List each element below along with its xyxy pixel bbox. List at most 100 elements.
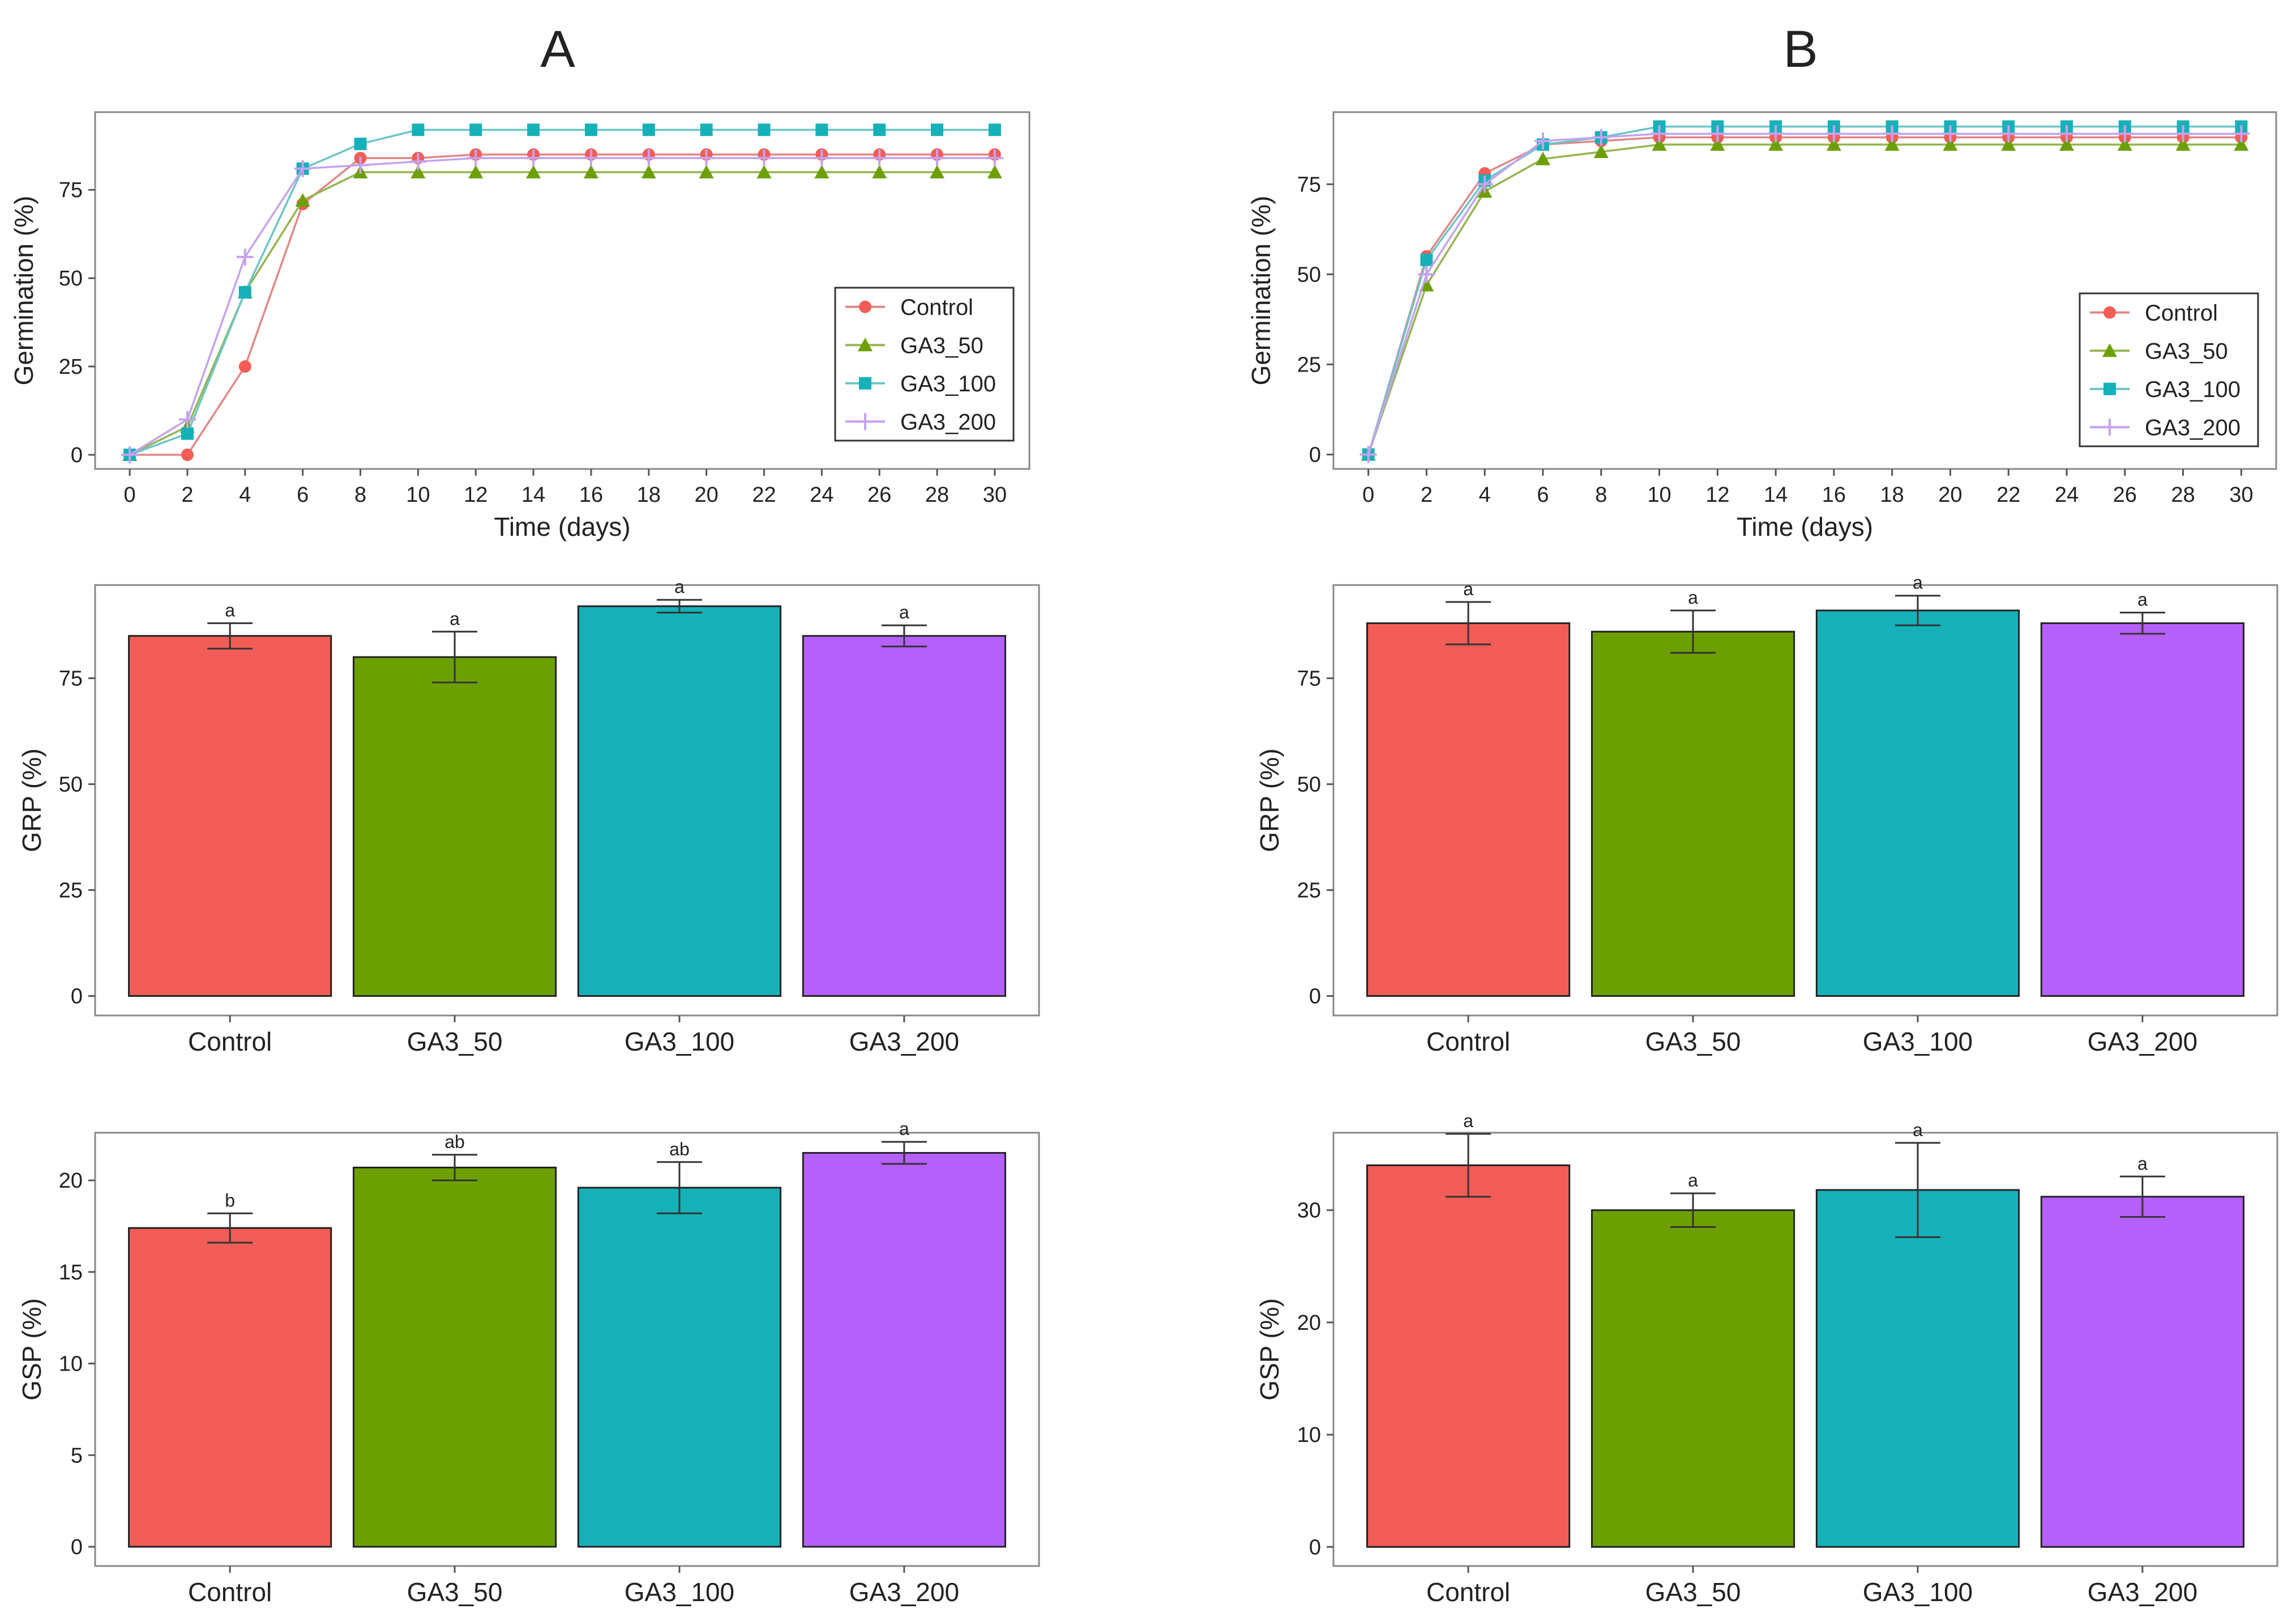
y-tick-label: 10 <box>59 1352 83 1376</box>
x-tick-label: 10 <box>1647 483 1671 507</box>
bar <box>128 1227 332 1548</box>
error-bar <box>656 1161 702 1214</box>
bar <box>352 656 557 997</box>
data-point <box>756 165 772 179</box>
bar <box>802 1152 1006 1548</box>
y-tick-label: 25 <box>59 879 83 903</box>
error-bar <box>1670 609 1716 654</box>
significance-label: a <box>2137 1153 2148 1174</box>
y-axis-title: GRP (%) <box>17 748 46 852</box>
legend-label: GA3_50 <box>900 333 984 358</box>
data-point <box>873 123 886 136</box>
bar <box>577 1187 782 1548</box>
x-tick-label: GA3_100 <box>1863 1027 1973 1056</box>
data-point <box>931 123 944 136</box>
data-point <box>1592 129 1610 146</box>
y-tick-label: 75 <box>1297 667 1321 691</box>
legend-key-marker <box>2103 306 2116 319</box>
error-bar <box>881 1141 927 1165</box>
x-tick-label: GA3_200 <box>2088 1027 2197 1056</box>
x-tick-label: 10 <box>406 483 430 507</box>
data-point <box>468 165 484 179</box>
y-axis-title: GSP (%) <box>17 1298 46 1401</box>
series-line <box>130 153 995 456</box>
significance-label: a <box>899 1119 909 1139</box>
x-tick-label: 0 <box>124 483 136 507</box>
series-line <box>129 171 995 456</box>
data-point <box>1420 253 1433 266</box>
bar <box>1815 609 2020 997</box>
x-tick-label: GA3_50 <box>407 1027 503 1056</box>
legend-key-marker <box>858 338 873 352</box>
y-tick-label: 75 <box>1297 173 1321 197</box>
panel-title-b: B <box>1783 20 1818 78</box>
data-point <box>1709 125 1726 143</box>
data-point <box>986 150 1003 167</box>
x-tick-label: GA3_100 <box>1863 1577 1973 1607</box>
data-point <box>354 138 367 151</box>
data-point <box>698 150 715 167</box>
series-line <box>129 129 995 456</box>
x-tick-label: GA3_200 <box>2088 1577 2197 1607</box>
y-axis-title: Germination (%) <box>1246 196 1276 386</box>
panel-title-a: A <box>540 20 575 78</box>
data-point <box>294 160 311 177</box>
data-point <box>699 165 714 179</box>
error-bar <box>881 624 927 647</box>
bar <box>1590 1209 1795 1548</box>
error-bar <box>1670 1192 1716 1228</box>
data-point <box>409 153 427 170</box>
y-axis-title: GSP (%) <box>1255 1298 1284 1401</box>
x-tick-label: Control <box>1426 1027 1510 1056</box>
data-point <box>1593 144 1609 158</box>
x-tick-label: 20 <box>694 483 718 507</box>
data-point <box>2059 137 2074 151</box>
data-point <box>526 165 541 179</box>
data-point <box>813 150 831 167</box>
data-point <box>2234 137 2249 151</box>
error-bar <box>1446 601 1491 646</box>
data-point <box>236 248 254 266</box>
data-point <box>238 286 251 299</box>
x-tick-label: 4 <box>239 483 251 507</box>
bar-chart-a-grp: 0 25 50 75 GRP (%) a Control a GA3_50 a GA3_100 a GA… <box>17 577 1040 1056</box>
x-tick-label: 22 <box>752 483 776 507</box>
data-point <box>352 156 369 174</box>
x-tick-label: 28 <box>2171 483 2195 507</box>
y-tick-label: 20 <box>59 1169 83 1193</box>
y-tick-label: 50 <box>1297 773 1321 797</box>
data-point <box>1943 137 1958 151</box>
x-tick-label: 18 <box>637 483 661 507</box>
bar <box>2040 622 2244 997</box>
bar <box>1366 1164 1571 1548</box>
x-tick-label: GA3_50 <box>1645 1577 1741 1607</box>
x-tick-label: 16 <box>579 483 603 507</box>
data-point <box>1534 132 1551 150</box>
series-line <box>1367 133 2242 455</box>
x-tick-label: 16 <box>1822 483 1846 507</box>
error-bar <box>656 599 702 614</box>
data-point <box>583 165 598 179</box>
significance-label: a <box>1913 573 1923 593</box>
error-bar <box>2119 612 2165 635</box>
data-point <box>2175 137 2191 151</box>
series-ga3-200 <box>1359 125 2250 463</box>
y-tick-label: 0 <box>71 1535 83 1559</box>
data-point <box>755 150 773 167</box>
data-point <box>2233 125 2250 143</box>
data-point <box>2116 125 2133 143</box>
data-point <box>527 123 540 136</box>
data-point <box>469 123 482 136</box>
series-line <box>129 157 995 456</box>
legend-key-marker <box>859 300 871 313</box>
x-tick-label: 22 <box>1996 483 2020 507</box>
error-bar <box>432 1154 478 1181</box>
y-tick-label: 25 <box>59 355 83 379</box>
legend-label: Control <box>900 295 973 320</box>
y-tick-label: 50 <box>59 267 83 291</box>
x-axis-title: Time (days) <box>1737 512 1873 541</box>
data-point <box>988 123 1001 136</box>
data-point <box>295 193 310 207</box>
data-point <box>1884 137 1900 151</box>
